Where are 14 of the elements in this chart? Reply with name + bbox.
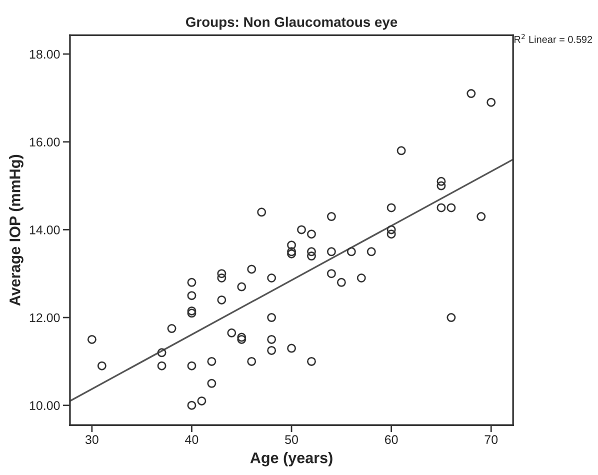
x-axis-title: Age (years): [250, 452, 332, 466]
y-tick-label: 18.00: [30, 50, 60, 59]
x-tick-label: 60: [385, 435, 398, 444]
x-tick-label: 70: [484, 435, 498, 444]
y-tick-label: 12.00: [30, 313, 60, 322]
y-tick-label: 16.00: [30, 138, 60, 147]
x-tick-label: 50: [285, 435, 298, 444]
chart-title: Groups: Non Glaucomatous eye: [186, 16, 398, 30]
x-tick-label: 30: [85, 435, 98, 444]
y-tick-label: 14.00: [30, 226, 60, 234]
y-tick-label: 10.00: [30, 401, 60, 410]
y-axis-title: Average IOP (mmHg): [9, 154, 24, 306]
x-tick-label: 40: [185, 435, 198, 444]
text: R$^{2}$ Linear = 0.592: [514, 34, 592, 43]
